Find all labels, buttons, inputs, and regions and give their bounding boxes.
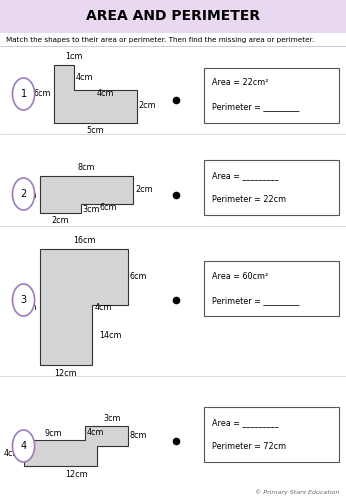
- Text: Area = 22cm²: Area = 22cm²: [212, 78, 268, 88]
- Text: AREA AND PERIMETER: AREA AND PERIMETER: [86, 10, 260, 24]
- Text: 2cm: 2cm: [135, 186, 153, 194]
- Text: 12cm: 12cm: [65, 470, 88, 479]
- Text: 8cm: 8cm: [130, 432, 147, 440]
- Text: Area = _________: Area = _________: [212, 171, 278, 180]
- Text: 12cm: 12cm: [54, 369, 77, 378]
- Text: 4cm: 4cm: [86, 428, 104, 437]
- Circle shape: [12, 430, 35, 462]
- Text: Perimeter = 72cm: Perimeter = 72cm: [212, 442, 286, 451]
- Text: 6cm: 6cm: [130, 272, 147, 281]
- Bar: [0, 0, 346, 33]
- Polygon shape: [40, 176, 133, 213]
- Text: 16cm: 16cm: [73, 236, 95, 245]
- Text: 3: 3: [20, 295, 27, 305]
- Text: 2cm: 2cm: [138, 102, 156, 110]
- Text: 14cm: 14cm: [99, 330, 122, 340]
- Text: 3cm: 3cm: [104, 414, 121, 423]
- Text: 6cm: 6cm: [34, 90, 51, 98]
- Text: 5cm: 5cm: [86, 126, 104, 135]
- Text: Area = 60cm²: Area = 60cm²: [212, 272, 268, 281]
- Circle shape: [12, 178, 35, 210]
- Text: Match the shapes to their area or perimeter. Then find the missing area or perim: Match the shapes to their area or perime…: [6, 37, 315, 43]
- Polygon shape: [54, 65, 137, 122]
- Text: 6cm: 6cm: [99, 204, 117, 212]
- Bar: [204, 68, 339, 122]
- Text: 20cm: 20cm: [15, 302, 37, 312]
- Text: 3cm: 3cm: [82, 204, 100, 214]
- Text: 4cm: 4cm: [97, 89, 114, 98]
- Text: 2cm: 2cm: [52, 216, 69, 225]
- Text: 5cm: 5cm: [20, 190, 37, 200]
- Bar: [204, 160, 339, 215]
- Circle shape: [12, 284, 35, 316]
- Text: © Primary Stars Education: © Primary Stars Education: [255, 490, 339, 495]
- Polygon shape: [24, 426, 128, 466]
- Text: 4cm: 4cm: [94, 304, 112, 312]
- Text: Perimeter = _________: Perimeter = _________: [212, 102, 299, 112]
- Text: 2: 2: [20, 189, 27, 199]
- Text: Perimeter = _________: Perimeter = _________: [212, 296, 299, 305]
- Text: 1cm: 1cm: [66, 52, 83, 61]
- Polygon shape: [40, 249, 128, 365]
- Text: 9cm: 9cm: [45, 430, 62, 438]
- Circle shape: [12, 78, 35, 110]
- Text: 4cm: 4cm: [3, 448, 21, 458]
- Text: Perimeter = 22cm: Perimeter = 22cm: [212, 195, 286, 204]
- Text: 1: 1: [20, 89, 27, 99]
- Bar: [204, 261, 339, 316]
- Text: 8cm: 8cm: [78, 163, 95, 172]
- Text: 4: 4: [20, 441, 27, 451]
- Text: 4cm: 4cm: [76, 73, 94, 82]
- Bar: [204, 407, 339, 462]
- Text: Area = _________: Area = _________: [212, 418, 278, 427]
